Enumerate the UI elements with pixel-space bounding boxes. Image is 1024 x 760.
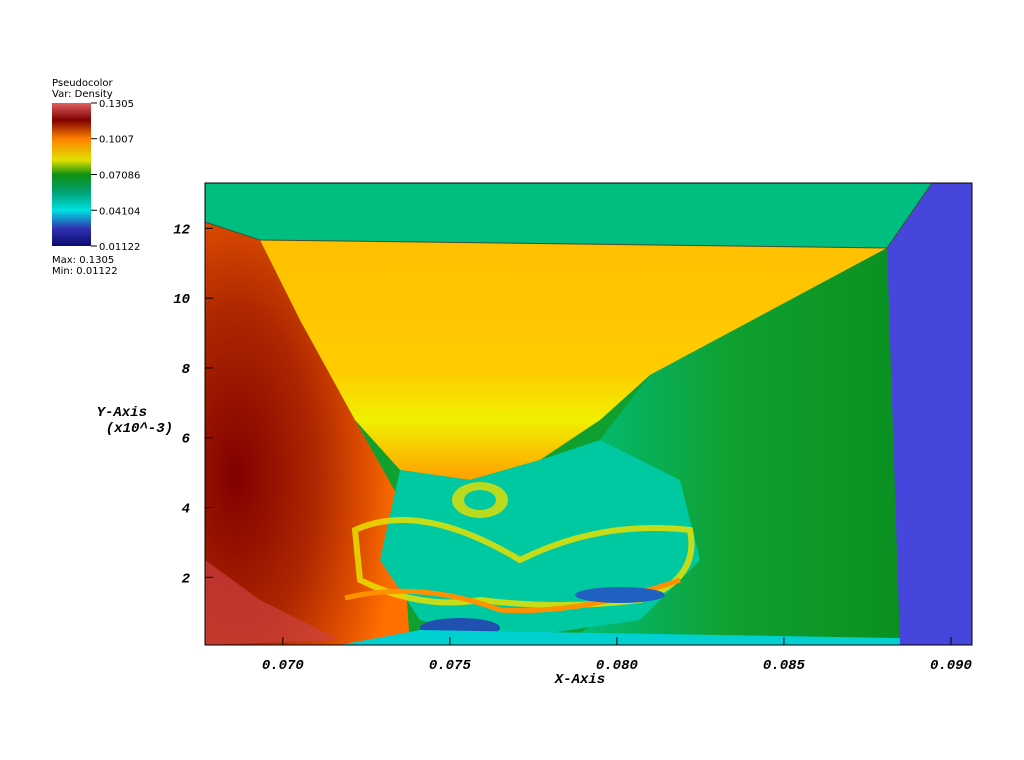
legend-variable: Var: Density bbox=[52, 89, 113, 100]
y-tick-label: 6 bbox=[182, 432, 191, 448]
x-tick-label: 0.090 bbox=[930, 658, 972, 674]
colorbar-tick-label: 0.07086 bbox=[99, 171, 140, 182]
density-field bbox=[204, 182, 972, 645]
y-tick-label: 10 bbox=[173, 292, 190, 308]
colorbar-tick-label: 0.04104 bbox=[99, 206, 140, 217]
plot-frame bbox=[204, 182, 973, 646]
colorbar-tick-label: 0.1007 bbox=[99, 135, 134, 146]
y-axis-label: Y-Axis bbox=[97, 405, 147, 421]
y-tick-label: 12 bbox=[173, 222, 190, 238]
colorbar-tick-label: 0.1305 bbox=[99, 99, 134, 110]
legend-min: Min: 0.01122 bbox=[52, 266, 118, 277]
legend-max: Max: 0.1305 bbox=[52, 255, 114, 266]
y-axis-unit: (x10^-3) bbox=[106, 421, 173, 437]
x-tick-label: 0.075 bbox=[429, 658, 472, 674]
y-tick-label: 2 bbox=[182, 571, 191, 587]
colorbar-tick-label: 0.01122 bbox=[99, 242, 140, 253]
x-tick-label: 0.070 bbox=[262, 658, 304, 674]
x-tick-label: 0.080 bbox=[596, 658, 638, 674]
colorbar bbox=[52, 103, 91, 246]
x-axis-label: X-Axis bbox=[554, 672, 605, 688]
y-tick-label: 4 bbox=[182, 502, 190, 518]
y-tick-label: 8 bbox=[182, 362, 191, 378]
legend-plot-name: Pseudocolor bbox=[52, 78, 114, 89]
x-tick-label: 0.085 bbox=[763, 658, 806, 674]
